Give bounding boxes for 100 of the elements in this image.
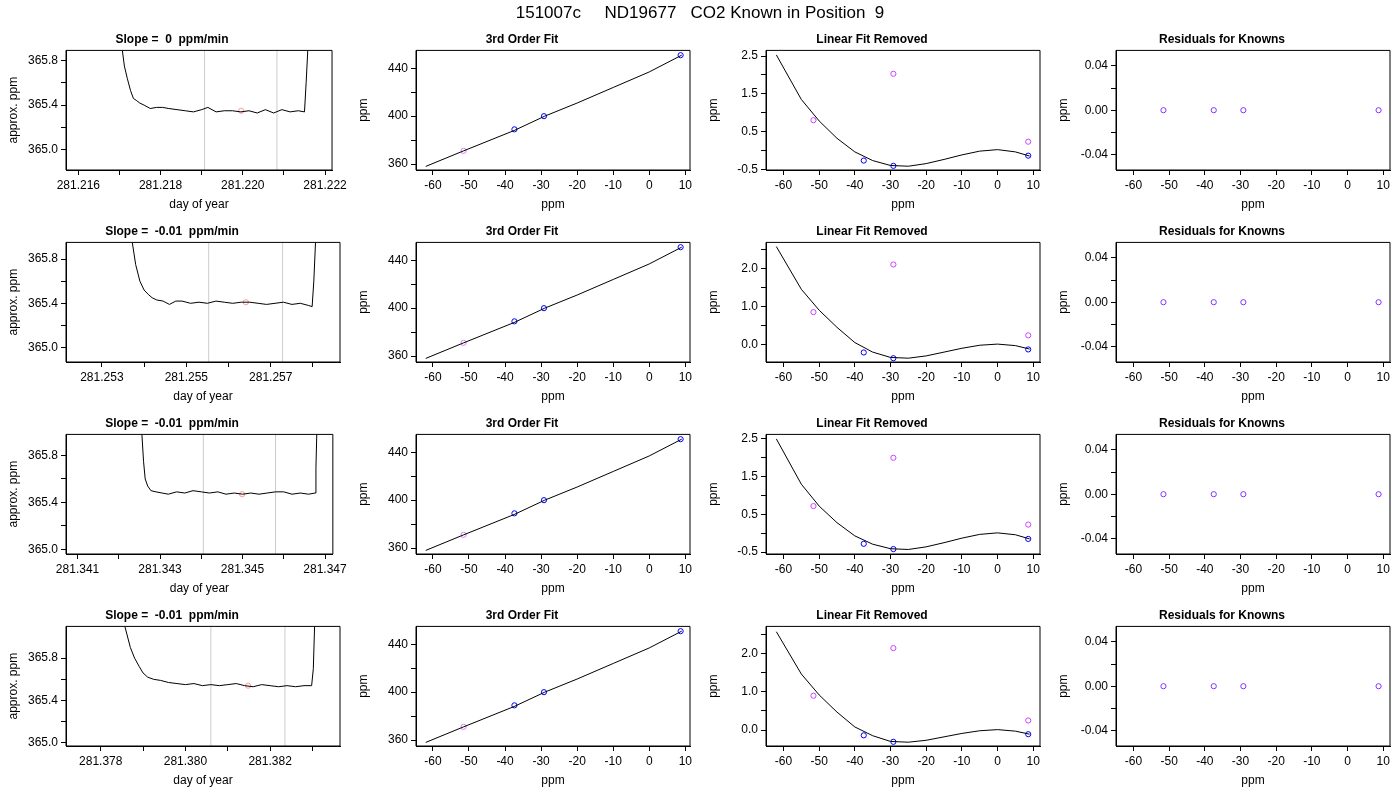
x-axis-title: ppm [891, 389, 915, 404]
x-tick-label: -20 [1267, 369, 1286, 384]
x-tick-label: -60 [424, 561, 442, 576]
x-tick-label: 0 [994, 177, 1002, 192]
y-tick-label: 440 [387, 636, 409, 651]
x-tick-label: -20 [917, 753, 936, 768]
y-tick-label: 2.5 [741, 431, 759, 446]
x-tick-label: -20 [917, 369, 936, 384]
x-tick-label: 10 [678, 369, 693, 384]
x-tick-label: 281.218 [138, 177, 183, 192]
x-tick-label: -40 [846, 369, 864, 384]
x-tick-label: 0 [1344, 753, 1352, 768]
x-axis-title: ppm [1241, 773, 1265, 788]
x-tick-label: -50 [810, 369, 829, 384]
x-tick-label: 281.220 [221, 177, 265, 192]
chart-title: 3rd Order Fit [485, 415, 559, 430]
y-tick-label: 0.04 [1084, 250, 1109, 265]
x-tick-label: -50 [460, 369, 478, 384]
x-tick-label: -40 [1196, 753, 1214, 768]
y-axis-title: ppm [705, 290, 720, 314]
chart-title: Slope = -0.01 ppm/min [105, 415, 239, 430]
y-tick-label: 0.0 [741, 336, 759, 351]
x-tick-label: -50 [810, 561, 829, 576]
y-tick-label: 400 [387, 108, 409, 123]
chart-title: 3rd Order Fit [485, 223, 559, 238]
y-tick-label: 365.4 [27, 295, 59, 310]
x-tick-label: 10 [1026, 753, 1041, 768]
x-tick-label: 10 [1026, 369, 1041, 384]
y-axis-title: approx. ppm [5, 268, 20, 336]
x-tick-label: -60 [424, 753, 442, 768]
x-tick-label: -10 [604, 561, 623, 576]
x-tick-label: 281.222 [303, 177, 348, 192]
y-tick-label: 0.00 [1084, 102, 1109, 117]
y-axis-title: ppm [1055, 290, 1070, 314]
x-tick-label: 281.345 [220, 561, 265, 576]
x-tick-label: -20 [917, 561, 936, 576]
x-axis-title: ppm [1241, 389, 1265, 404]
y-tick-label: 0.0 [741, 722, 759, 737]
x-axis-title: day of year [169, 581, 230, 596]
x-tick-label: -20 [1267, 177, 1286, 192]
x-tick-label: -40 [1196, 177, 1214, 192]
x-tick-label: -40 [496, 753, 515, 768]
x-tick-label: -30 [532, 177, 551, 192]
x-axis-title: ppm [891, 197, 915, 212]
x-tick-label: 0 [645, 177, 653, 192]
x-tick-label: -30 [1231, 369, 1250, 384]
y-tick-label: 1.0 [741, 684, 759, 699]
text: 151007c ND19677 CO2 Known in Position 9 [514, 2, 886, 24]
y-tick-label: -0.04 [1080, 146, 1109, 161]
x-tick-label: 10 [678, 753, 693, 768]
y-axis-title: ppm [355, 482, 370, 506]
x-tick-label: -50 [1160, 561, 1179, 576]
x-tick-label: -50 [460, 561, 478, 576]
y-tick-label: 365.8 [27, 52, 59, 67]
x-tick-label: -20 [917, 177, 936, 192]
x-tick-label: -60 [424, 369, 442, 384]
y-tick-label: 0.5 [741, 506, 759, 521]
x-tick-label: -10 [953, 561, 971, 576]
x-tick-label: -30 [881, 753, 900, 768]
x-axis-title: ppm [891, 581, 915, 596]
chart-title: 3rd Order Fit [485, 607, 559, 622]
x-tick-label: -40 [1196, 561, 1214, 576]
y-tick-label: 365.0 [27, 541, 59, 556]
x-tick-label: -20 [1267, 561, 1286, 576]
chart-title: Residuals for Knowns [1158, 415, 1286, 430]
x-tick-label: -30 [881, 561, 900, 576]
x-tick-label: -60 [1124, 561, 1143, 576]
x-tick-label: -60 [1124, 369, 1143, 384]
x-tick-label: -30 [532, 753, 551, 768]
x-tick-label: 281.378 [79, 753, 123, 768]
chart-title: Linear Fit Removed [816, 31, 928, 46]
x-tick-label: -20 [568, 753, 587, 768]
x-tick-label: 0 [1344, 369, 1352, 384]
y-axis-title: ppm [705, 482, 720, 506]
x-tick-label: -10 [604, 177, 623, 192]
x-tick-label: 10 [1026, 177, 1041, 192]
x-tick-label: 281.216 [56, 177, 101, 192]
x-axis-title: day of year [173, 773, 233, 788]
y-tick-label: 0.00 [1084, 678, 1109, 693]
y-tick-label: 365.0 [27, 142, 59, 157]
y-tick-label: 365.8 [27, 650, 59, 665]
x-tick-label: -50 [460, 753, 478, 768]
x-tick-label: 0 [645, 561, 653, 576]
x-tick-label: -10 [953, 753, 971, 768]
x-tick-label: 0 [645, 369, 653, 384]
y-axis-title: approx. ppm [5, 76, 20, 144]
chart-title: Linear Fit Removed [816, 223, 928, 238]
y-tick-label: 365.0 [27, 735, 59, 750]
y-tick-label: 400 [387, 684, 409, 699]
y-tick-label: 360 [387, 732, 409, 747]
x-tick-label: -10 [1303, 177, 1321, 192]
y-tick-label: 0.5 [741, 123, 759, 138]
x-tick-label: -40 [496, 561, 515, 576]
chart-title: Residuals for Knowns [1158, 607, 1286, 622]
y-tick-label: 365.4 [27, 494, 59, 509]
x-tick-label: 281.347 [303, 561, 348, 576]
x-tick-label: -10 [953, 369, 971, 384]
x-tick-label: 10 [1376, 177, 1391, 192]
x-tick-label: 0 [994, 369, 1002, 384]
x-tick-label: 281.255 [164, 369, 209, 384]
